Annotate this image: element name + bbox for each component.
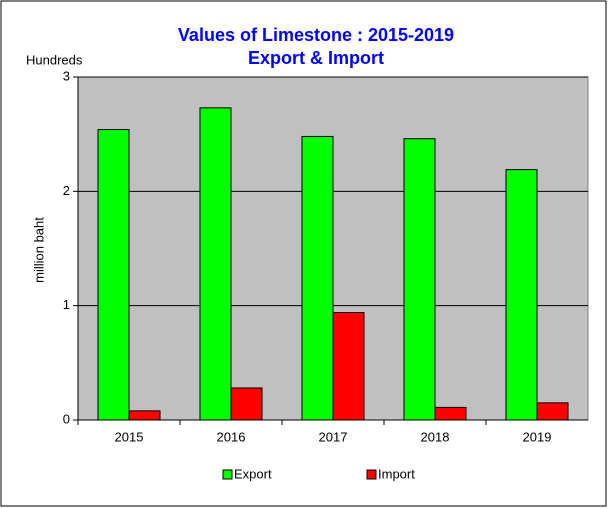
x-tick-label: 2015 xyxy=(115,429,144,444)
bar xyxy=(434,406,467,421)
bar xyxy=(199,107,232,421)
legend-label: Import xyxy=(378,466,415,481)
y-tick-label: 1 xyxy=(63,297,70,312)
bar xyxy=(128,410,161,421)
bar xyxy=(230,387,263,421)
bar xyxy=(403,138,436,421)
bar xyxy=(301,135,334,421)
bar xyxy=(536,402,569,421)
x-tick-label: 2019 xyxy=(523,429,552,444)
chart-title: Values of Limestone : 2015-2019 xyxy=(178,25,454,45)
y-axis-label: million baht xyxy=(31,217,46,283)
y-tick-label: 3 xyxy=(63,68,70,83)
x-tick-label: 2018 xyxy=(421,429,450,444)
legend-swatch xyxy=(366,469,377,480)
bar xyxy=(332,312,365,421)
x-tick-label: 2017 xyxy=(319,429,348,444)
bar xyxy=(505,169,538,421)
x-tick-label: 2016 xyxy=(217,429,246,444)
legend-label: Export xyxy=(234,466,272,481)
legend-swatch xyxy=(222,469,233,480)
y-tick-label: 2 xyxy=(63,183,70,198)
chart-subtitle: Export & Import xyxy=(248,48,384,68)
y-tick-label: 0 xyxy=(63,411,70,426)
bar xyxy=(97,129,130,421)
unit-label: Hundreds xyxy=(26,52,83,67)
